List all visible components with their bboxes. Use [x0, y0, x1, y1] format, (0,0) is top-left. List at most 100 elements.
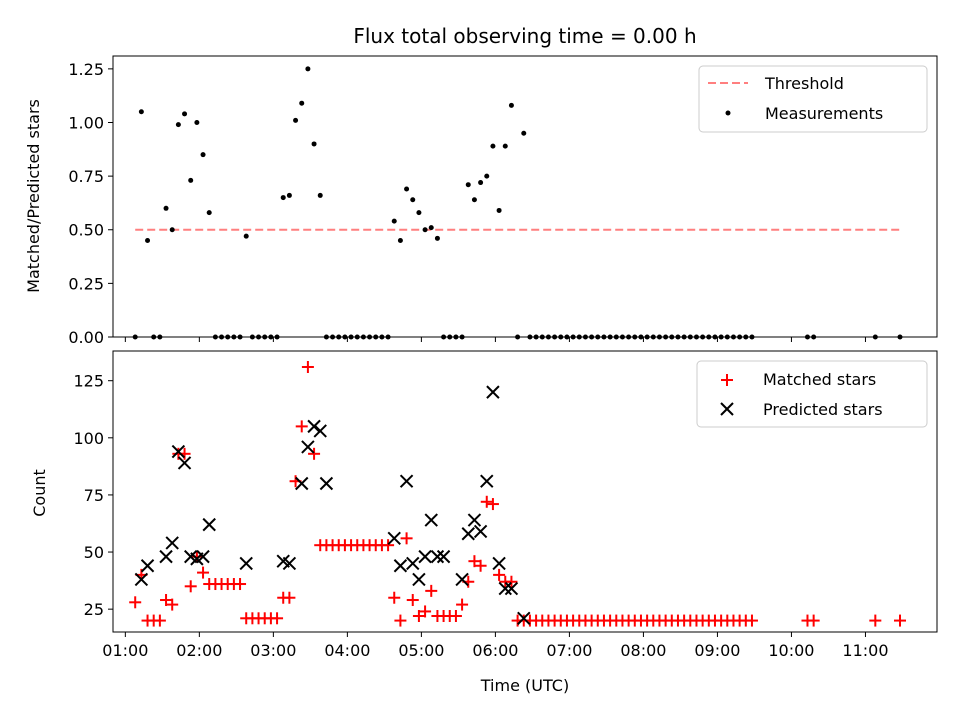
matched-stars-point: [419, 605, 432, 618]
y-tick-label: 100: [73, 429, 104, 448]
measurement-point: [206, 210, 212, 216]
predicted-stars-point: [171, 444, 186, 459]
measurement-point: [280, 195, 286, 201]
matched-stars-point: [486, 498, 499, 511]
predicted-stars-point: [467, 513, 482, 527]
matched-stars-point: [382, 539, 395, 552]
predicted-stars-point: [295, 476, 309, 491]
matched-stars-point: [807, 614, 820, 627]
top-axis-ticks: 0.00 0.25 0.50 0.75 1.00 1.25: [68, 60, 866, 347]
x-tick-label: 09:00: [694, 641, 740, 660]
bottom-panel: 01:00 02:00 03:00 04:00 05:00 06:00 07:00 08:00…: [30, 350, 938, 695]
x-tick-label: 02:00: [176, 641, 222, 660]
predicted-stars-point: [159, 549, 173, 564]
measurement-point: [182, 111, 188, 117]
measurement-point: [465, 182, 471, 188]
matched-stars-point: [394, 614, 407, 627]
measurement-point: [478, 180, 484, 186]
measurement-point: [508, 102, 514, 108]
matched-stars-point: [283, 591, 296, 604]
matched-stars-point: [129, 596, 142, 609]
x-tick-label: 03:00: [250, 641, 296, 660]
y-tick-label: 0.50: [68, 221, 104, 240]
measurement-point: [317, 192, 323, 198]
predicted-stars-point: [406, 556, 420, 571]
measurement-point: [299, 100, 305, 106]
chart-title: Flux total observing time = 0.00 h: [353, 24, 696, 48]
predicted-stars-point: [399, 474, 414, 488]
measurement-point: [397, 237, 403, 243]
measurement-point: [471, 197, 477, 203]
predicted-stars-point: [239, 556, 253, 571]
x-tick-label: 06:00: [472, 641, 518, 660]
legend-predicted-label: Predicted stars: [763, 400, 883, 419]
predicted-stars-point: [430, 549, 445, 564]
predicted-stars-point: [393, 559, 408, 573]
matched-stars-point: [295, 420, 308, 433]
bottom-axis-ticks: 01:00 02:00 03:00 04:00 05:00 06:00 07:00 08:00…: [73, 372, 888, 660]
matched-stars-point: [468, 555, 481, 568]
x-tick-label: 11:00: [842, 641, 888, 660]
predicted-stars-point: [418, 549, 432, 564]
top-legend-box: [698, 65, 928, 133]
predicted-stars-point: [301, 440, 315, 454]
measurement-point: [311, 141, 317, 147]
measurement-point: [188, 177, 194, 183]
matched-stars-point: [166, 598, 179, 611]
y-tick-label: 1.25: [68, 60, 104, 79]
top-y-axis-label: Matched/Predicted stars: [24, 99, 43, 293]
y-tick-label: 125: [73, 372, 104, 391]
measurement-point: [502, 143, 508, 149]
matched-stars-point: [184, 580, 197, 593]
matched-stars-point: [400, 532, 413, 545]
measurement-point: [484, 173, 490, 179]
matched-stars-point: [456, 598, 469, 611]
measurement-point: [416, 210, 422, 216]
x-axis-label: Time (UTC): [480, 676, 569, 695]
y-tick-label: 1.00: [68, 113, 104, 132]
x-tick-label: 04:00: [324, 641, 370, 660]
matched-stars-point: [301, 360, 314, 373]
measurement-point: [194, 119, 200, 125]
legend-matched-label: Matched stars: [763, 370, 876, 389]
legend-measurements-swatch: [725, 110, 731, 116]
predicted-stars-point: [319, 476, 334, 491]
matched-stars-point: [745, 614, 758, 627]
bottom-plot-marks: [129, 360, 906, 627]
matched-stars-point: [190, 550, 203, 563]
matched-stars-point: [493, 568, 506, 581]
measurement-point: [163, 205, 169, 211]
y-tick-label: 0.25: [68, 274, 104, 293]
top-plot-frame: [112, 55, 938, 338]
x-tick-label: 05:00: [398, 641, 444, 660]
matched-stars-point: [893, 614, 906, 627]
top-legend: Threshold Measurements: [698, 65, 928, 133]
matched-stars-point: [480, 495, 493, 508]
matched-stars-point: [869, 614, 882, 627]
predicted-stars-point: [387, 531, 401, 546]
measurement-point: [175, 122, 181, 128]
matched-stars-point: [406, 594, 419, 607]
y-tick-label: 0.00: [68, 328, 104, 347]
measurement-point: [422, 227, 428, 233]
measurement-point: [305, 66, 311, 72]
y-tick-label: 75: [84, 486, 104, 505]
matched-stars-point: [308, 447, 321, 460]
matched-stars-point: [153, 614, 166, 627]
predicted-stars-point: [177, 456, 192, 470]
matched-stars-point: [234, 578, 247, 591]
measurement-point: [138, 109, 144, 115]
matched-stars-point: [197, 566, 210, 579]
measurement-point: [391, 218, 397, 224]
measurement-point: [496, 207, 502, 213]
x-tick-label: 10:00: [768, 641, 814, 660]
legend-measurements-label: Measurements: [765, 104, 883, 123]
predicted-stars-point: [307, 419, 321, 434]
matched-stars-point: [505, 575, 518, 588]
predicted-stars-point: [486, 385, 500, 399]
predicted-stars-point: [455, 572, 469, 587]
predicted-stars-point: [504, 581, 519, 596]
predicted-stars-point: [134, 572, 149, 587]
predicted-stars-point: [313, 424, 327, 438]
measurement-point: [169, 227, 175, 233]
